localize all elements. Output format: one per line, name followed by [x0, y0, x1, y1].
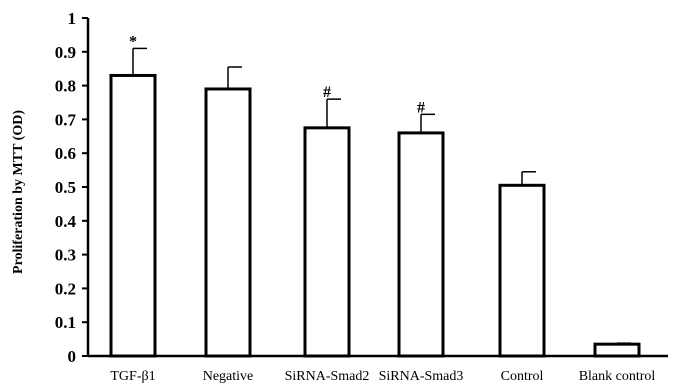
y-tick-label: 0.3: [55, 246, 76, 265]
y-tick-label: 0: [68, 347, 77, 366]
bars-group: * # #: [109, 33, 641, 358]
bar: [498, 183, 546, 358]
y-tick-label: 0.2: [55, 279, 76, 298]
bar: [204, 87, 252, 358]
y-tick-label: 0.5: [55, 178, 76, 197]
y-tick-label: 0.7: [55, 110, 77, 129]
significance-marker: #: [417, 99, 425, 116]
bar: [303, 126, 351, 358]
y-axis-title: Proliferation by MTT (OD): [11, 110, 26, 274]
x-axis-labels: TGF-β1 Negative SiRNA-Smad2 SiRNA-Smad3 Cont…: [110, 369, 655, 384]
bar: [397, 131, 445, 358]
y-tick-label: 0.8: [55, 77, 76, 96]
y-tick-label: 0.1: [55, 313, 76, 332]
bar: [593, 342, 641, 358]
x-category-label: SiRNA-Smad3: [379, 369, 464, 384]
y-axis-ticks: 0 0.1 0.2 0.3 0.4 0.5 0.6 0.7 0.8 0.9 1: [55, 9, 88, 366]
x-category-label: Control: [501, 369, 544, 384]
significance-marker: *: [129, 33, 137, 50]
y-tick-label: 0.9: [55, 43, 76, 62]
y-tick-label: 0.6: [55, 144, 76, 163]
x-category-label: Negative: [203, 369, 254, 384]
bar: [109, 73, 157, 358]
y-tick-label: 0.4: [55, 212, 77, 231]
x-category-label: TGF-β1: [110, 369, 155, 384]
x-category-label: Blank control: [579, 369, 656, 384]
x-category-label: SiRNA-Smad2: [285, 369, 370, 384]
y-tick-label: 1: [68, 9, 77, 28]
significance-marker: #: [323, 84, 331, 101]
